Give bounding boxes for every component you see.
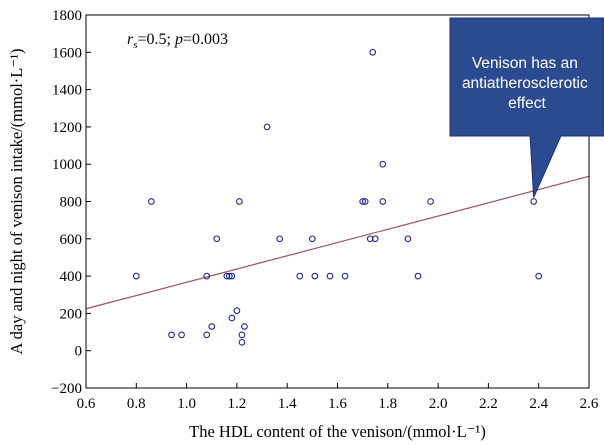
- data-point: [361, 198, 369, 205]
- data-point: [238, 331, 246, 339]
- data-point: [132, 272, 140, 280]
- x-axis-ticks: 0.6 0.8 1.0 1.2 1.4 1.6 1.8 2.0 2.2 2.4 2.6: [77, 383, 599, 412]
- x-axis-label: The HDL content of the venison/(mmol·L⁻¹…: [189, 422, 486, 441]
- y-tick-label: 1600: [52, 45, 82, 61]
- y-axis-label: A day and night of venison intake/(mmol·…: [7, 48, 26, 354]
- y-tick-label: 0: [75, 344, 83, 360]
- y-tick-label: 1200: [52, 120, 82, 136]
- data-point: [404, 235, 412, 243]
- data-points: [132, 48, 543, 346]
- x-tick-label: 1.6: [328, 396, 347, 412]
- y-tick-label: 800: [60, 195, 83, 211]
- callout-line-1: Venison has an: [472, 55, 578, 72]
- data-point: [236, 198, 243, 205]
- x-tick-label: 2.2: [479, 396, 498, 412]
- data-point: [208, 323, 216, 330]
- data-point: [241, 323, 248, 330]
- data-point: [366, 235, 374, 243]
- x-tick-label: 1.8: [378, 396, 397, 412]
- plot-area-frame: [85, 14, 590, 389]
- data-point: [359, 198, 367, 205]
- y-tick-label: 1800: [52, 8, 82, 24]
- r-symbol: r: [127, 31, 134, 48]
- data-point: [296, 272, 304, 280]
- data-point: [369, 48, 377, 56]
- data-point: [203, 272, 211, 280]
- x-tick-label: 1.4: [278, 396, 297, 412]
- data-point: [148, 198, 155, 205]
- data-point: [226, 272, 233, 280]
- data-point: [309, 235, 316, 243]
- x-tick-label: 2.6: [580, 396, 599, 412]
- data-point: [233, 307, 241, 314]
- y-tick-label: 600: [60, 232, 83, 248]
- data-point: [341, 272, 349, 280]
- data-point: [168, 331, 175, 339]
- data-point: [203, 331, 211, 339]
- svg-text:Venison has an antiather: Venison has an antiatherosclerotic effec…: [462, 55, 592, 112]
- data-point: [238, 338, 246, 346]
- x-tick-label: 2.4: [529, 396, 548, 412]
- y-axis-ticks: −200 0 200 400 600 800 1000 1200 1400 1600 1800: [51, 8, 91, 397]
- x-tick-label: 1.2: [228, 396, 247, 412]
- data-point: [535, 272, 543, 280]
- data-point: [311, 272, 319, 280]
- y-tick-label: −200: [51, 381, 82, 397]
- y-tick-label: 1400: [52, 83, 82, 99]
- y-tick-label: 400: [60, 269, 83, 285]
- data-point: [414, 272, 422, 280]
- data-point: [326, 272, 334, 280]
- y-tick-label: 200: [60, 306, 83, 322]
- data-point: [276, 235, 284, 243]
- x-tick-label: 0.8: [127, 396, 146, 412]
- r-subscript: s: [133, 39, 137, 51]
- data-point: [427, 198, 434, 205]
- data-point: [530, 198, 538, 205]
- data-point: [379, 160, 387, 168]
- data-point: [263, 123, 271, 131]
- data-point: [228, 272, 236, 280]
- data-point: [223, 272, 231, 280]
- r-value: =0.5;: [138, 31, 175, 48]
- p-value: =0.003: [183, 31, 228, 48]
- correlation-annotation: rs=0.5; p=0.003: [127, 31, 228, 51]
- data-point: [379, 198, 387, 205]
- x-tick-label: 0.6: [77, 396, 96, 412]
- y-tick-label: 1000: [52, 157, 82, 173]
- x-tick-label: 1.0: [177, 396, 196, 412]
- p-symbol: p: [174, 31, 183, 48]
- callout-line-3: effect: [508, 95, 546, 112]
- data-point: [178, 331, 185, 339]
- regression-line: [85, 175, 590, 310]
- data-point: [371, 235, 379, 243]
- callout-box: Venison has an antiatherosclerotic effec…: [449, 17, 604, 198]
- data-point: [213, 235, 221, 243]
- callout-shape: [449, 17, 604, 198]
- x-tick-label: 2.0: [429, 396, 448, 412]
- data-point: [228, 314, 236, 322]
- callout-line-2: antiatherosclerotic: [462, 75, 588, 92]
